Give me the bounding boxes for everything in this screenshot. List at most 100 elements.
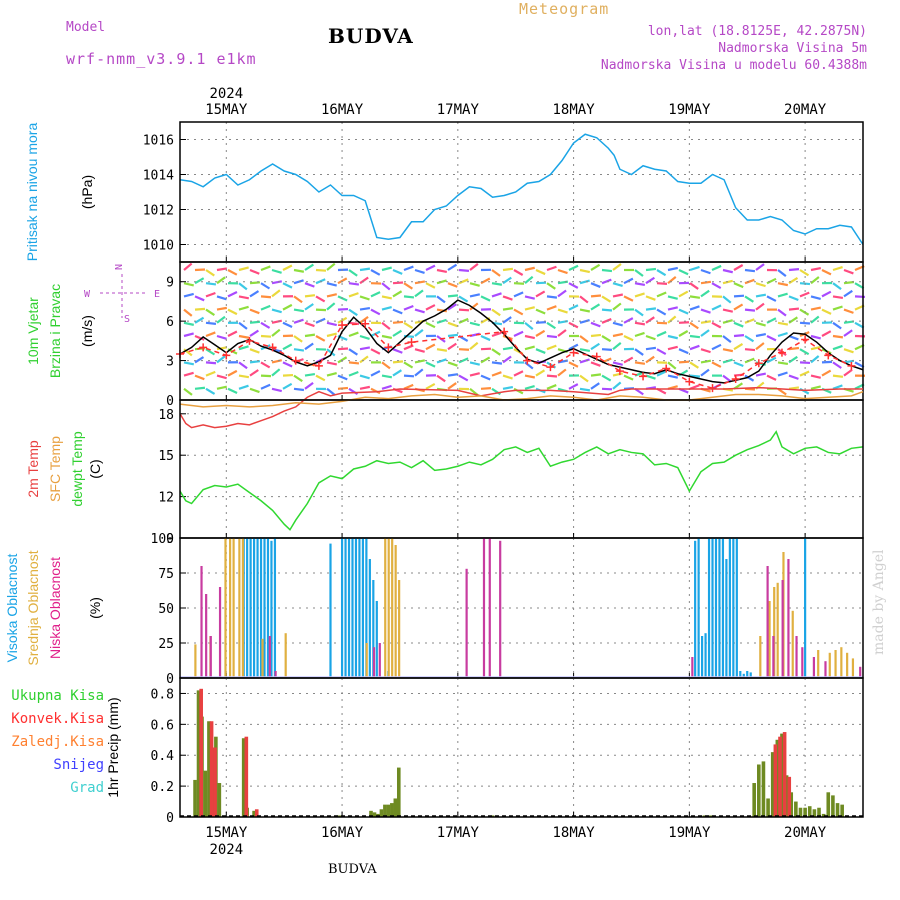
wind-vector [568, 361, 579, 368]
wind-vector [392, 290, 403, 298]
wind-vector [205, 282, 217, 286]
wind-vector [590, 382, 600, 390]
wind-vector [634, 269, 644, 277]
wind-vector [491, 269, 501, 277]
bar-konvek-kisa [199, 688, 203, 817]
y-tick-label: 0.2 [151, 780, 174, 795]
bar-visoka-oblacnost [704, 633, 707, 678]
bar-visoka-oblacnost [263, 538, 266, 678]
wind-vector [667, 295, 678, 300]
wind-vector [183, 321, 195, 326]
chart-title: Meteogram [519, 0, 610, 18]
wind-vector [381, 374, 393, 379]
wind-vector [766, 277, 777, 285]
wind-vector [260, 265, 271, 272]
wind-vector [645, 334, 656, 341]
wind-vector [513, 291, 524, 298]
credit-watermark: made by Angel [871, 549, 887, 656]
wind-vector [491, 282, 503, 286]
wind-vector [667, 361, 677, 370]
wind-vector [645, 316, 655, 324]
wind-vector [315, 335, 326, 342]
wind-vector [447, 342, 457, 351]
bar-ukupna-kisa [372, 812, 377, 817]
wind-vector [656, 348, 667, 356]
wind-vector [513, 282, 525, 285]
wind-vector [579, 348, 591, 353]
bar-ukupna-kisa [196, 690, 201, 817]
wind-vector [755, 372, 767, 377]
gust-marker [592, 352, 601, 361]
wind-vector [656, 321, 668, 325]
wind-vector [249, 308, 260, 315]
bar-visoka-oblacnost [725, 559, 728, 678]
bar-visoka-oblacnost [739, 671, 742, 678]
y-tick-label: 1016 [143, 134, 174, 149]
bar-niska-oblacnost [465, 568, 468, 678]
wind-vector [722, 335, 732, 344]
wind-vector [447, 361, 458, 367]
wind-vector [502, 355, 512, 364]
wind-vector [722, 268, 733, 274]
wind-vector [458, 357, 469, 364]
wind-vector [612, 263, 622, 271]
wind-vector [612, 282, 623, 288]
y-tick-label: 0.4 [151, 749, 175, 764]
wind-vector [425, 343, 436, 351]
bar-visoka-oblacnost [718, 538, 721, 678]
bar-visoka-oblacnost [344, 538, 347, 678]
model-name: wrf-nmm_v3.9.1 e1km [66, 50, 257, 68]
wind-vector [799, 291, 810, 298]
bar-niska-oblacnost [859, 666, 862, 678]
wind-vector [744, 268, 756, 273]
bar-ukupna-kisa [831, 795, 835, 817]
y-tick-label: 1012 [143, 204, 174, 219]
wind-vector [194, 356, 205, 364]
wind-vector [788, 386, 800, 390]
wind-vector [348, 348, 358, 356]
wind-vector [821, 360, 833, 364]
wind-vector [700, 320, 712, 324]
wind-vector [766, 374, 777, 381]
bar-srednja-oblacnost [851, 658, 855, 678]
wind-vector [700, 329, 710, 337]
wind-vector [183, 282, 194, 287]
wind-vector [744, 387, 756, 391]
wind-vector [414, 359, 426, 364]
bar-srednja-oblacnost [384, 538, 387, 678]
bar-visoka-oblacnost [368, 559, 371, 678]
wind-vector [249, 268, 260, 275]
wind-vector [238, 334, 250, 339]
wind-vector [810, 334, 821, 340]
bar-srednja-oblacnost [391, 538, 394, 678]
wind-vector [227, 269, 238, 276]
wind-vector [788, 374, 799, 380]
wind-vector [260, 282, 271, 290]
wind-vector [535, 369, 546, 377]
y-tick-label: 0 [166, 811, 174, 826]
wind-vector [216, 385, 228, 390]
wind-vector [205, 361, 217, 365]
wind-vector [403, 295, 415, 299]
x-tick-label: 17MAY [437, 825, 480, 841]
wind-vector [392, 268, 403, 275]
wind-vector [623, 295, 634, 302]
wind-vector [491, 348, 501, 356]
bar-konvek-kisa [209, 721, 214, 817]
bar-konvek-kisa [244, 736, 249, 817]
wind-vector [447, 333, 459, 338]
wind-vector [799, 361, 811, 365]
bar-srednja-oblacnost [828, 652, 831, 678]
bar-visoka-oblacnost [721, 538, 725, 678]
wind-vector [546, 321, 556, 330]
wind-vector [689, 344, 700, 351]
bar-ukupna-kisa [775, 739, 780, 817]
wind-vector [524, 334, 536, 340]
wind-vector [491, 292, 502, 298]
wind-vector [370, 387, 381, 395]
wind-vector [436, 268, 448, 273]
wind-vector [183, 371, 194, 377]
wind-vector [535, 268, 546, 276]
wind-vector [755, 302, 765, 311]
wind-vector [216, 374, 227, 380]
